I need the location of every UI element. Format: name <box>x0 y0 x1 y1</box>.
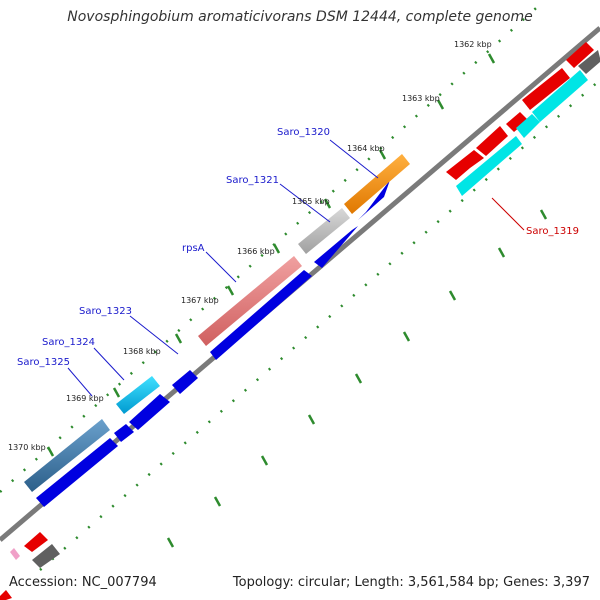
kbp-label: 1369 kbp <box>66 394 104 403</box>
gene-label-saro-1323: Saro_1323 <box>79 306 132 317</box>
kbp-labels: 1362 kbp 1363 kbp 1364 kbp 1365 kbp 1366… <box>8 40 492 452</box>
saro-1325-feature <box>24 419 110 492</box>
gene-labels: Saro_1319 Saro_1320 Saro_1321 rpsA Saro_… <box>17 127 579 368</box>
outer-dotted-track <box>0 0 546 493</box>
label-leader-lines <box>67 139 525 397</box>
kbp-label: 1362 kbp <box>454 40 492 49</box>
gene-label-saro-1319: Saro_1319 <box>526 226 579 237</box>
plus-strand-features <box>36 180 390 507</box>
kbp-label: 1368 kbp <box>123 347 161 356</box>
accession-text: Accession: NC_007794 <box>9 575 157 590</box>
cds-arrow <box>210 270 312 360</box>
right-features <box>446 42 600 196</box>
kbp-label: 1366 kbp <box>237 247 275 256</box>
gene-label-saro-1321: Saro_1321 <box>226 175 279 186</box>
rpsa-feature <box>198 256 302 346</box>
inner-dotted-track <box>39 79 600 571</box>
kbp-label: 1370 kbp <box>8 443 46 452</box>
saro-1320-feature <box>344 154 410 214</box>
genome-summary-text: Topology: circular; Length: 3,561,584 bp… <box>232 575 590 590</box>
map-title: Novosphingobium aromaticivorans DSM 1244… <box>67 9 533 25</box>
cds-arrow <box>36 438 118 507</box>
gene-label-saro-1324: Saro_1324 <box>42 337 95 348</box>
cds-arrow <box>129 394 170 430</box>
cds-arrow <box>172 370 198 394</box>
saro-1321-feature <box>298 208 350 254</box>
kbp-tick-marks <box>46 53 548 548</box>
gene-label-saro-1325: Saro_1325 <box>17 357 70 368</box>
kbp-label: 1363 kbp <box>402 94 440 103</box>
saro-1324-feature <box>116 376 160 414</box>
kbp-label: 1367 kbp <box>181 296 219 305</box>
cds-arrow <box>314 226 358 268</box>
gene-label-rpsa: rpsA <box>182 243 205 254</box>
kbp-label: 1364 kbp <box>347 144 385 153</box>
bottom-left-features <box>0 532 60 600</box>
kbp-label: 1365 kbp <box>292 197 330 206</box>
gene-label-saro-1320: Saro_1320 <box>277 127 330 138</box>
cds-arrow <box>114 424 134 442</box>
